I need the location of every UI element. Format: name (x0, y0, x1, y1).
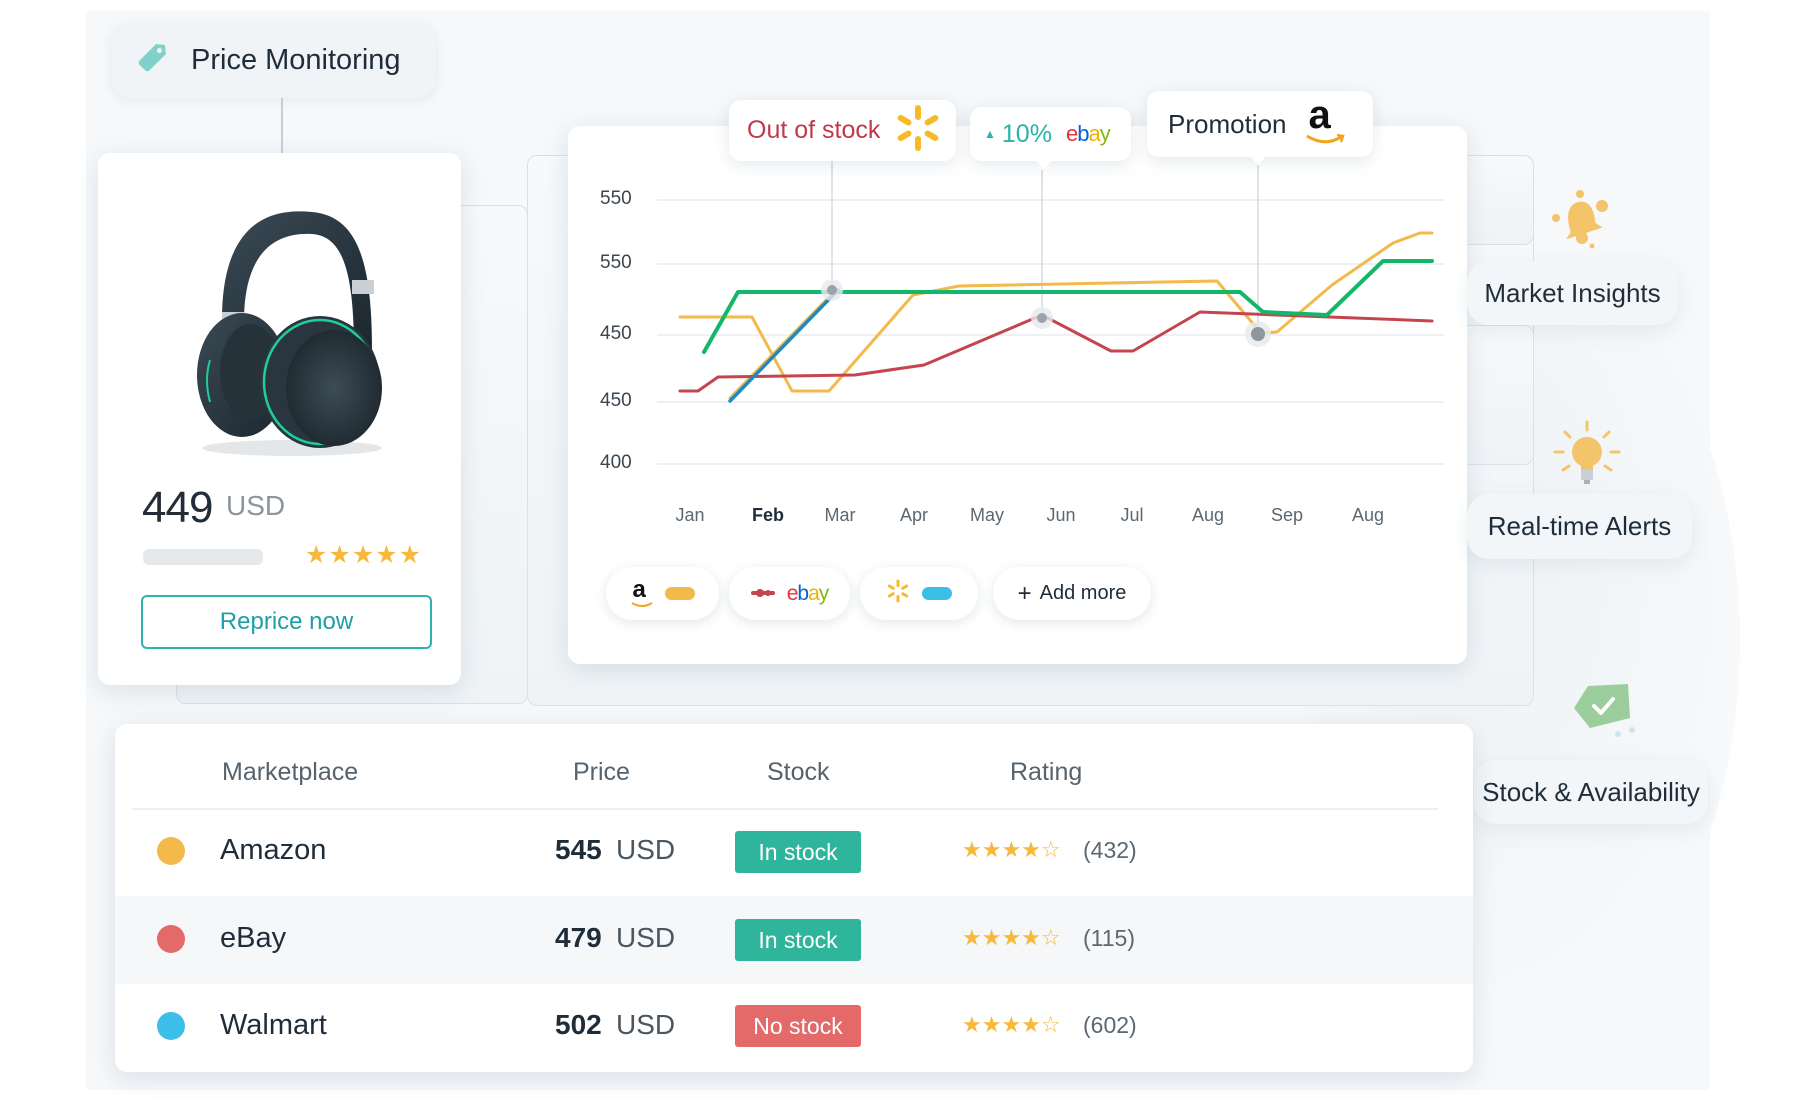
y-tick: 550 (600, 252, 632, 273)
x-tick: Aug (1191, 505, 1225, 525)
price-currency: USD (616, 922, 676, 953)
feature-label: Real-time Alerts (1487, 511, 1672, 541)
feature-label: Stock & Availability (1482, 776, 1700, 807)
price-currency: USD (616, 834, 676, 865)
price-value: 545 (555, 834, 602, 865)
page-title: Price Monitoring (191, 44, 401, 76)
column-header-stock: Stock (767, 758, 830, 786)
x-tick: May (969, 505, 1005, 525)
rating-stars: ★★★★☆ (962, 925, 1061, 950)
callout-pointer (1249, 155, 1267, 165)
amazon-logo-icon: a (1305, 93, 1345, 149)
ebay-color-dot (157, 925, 185, 953)
y-tick: 550 (600, 188, 632, 209)
y-tick: 450 (600, 390, 632, 411)
rating-count: (432) (1083, 837, 1137, 863)
price-tag-icon (133, 37, 173, 85)
headphones-image (182, 200, 402, 465)
callout-ebay-discount: ▲ 10% ebay (970, 107, 1131, 161)
connector-line (281, 98, 283, 153)
x-tick: Jan (675, 505, 705, 525)
rating-stars: ★★★★☆ (962, 1012, 1061, 1037)
y-tick: 400 (600, 452, 632, 473)
x-tick-selected[interactable]: Feb (751, 505, 785, 525)
legend-chip-amazon[interactable]: a (606, 567, 719, 620)
ebay-logo-icon: ebay (1065, 121, 1111, 146)
legend-chip-walmart[interactable] (860, 567, 978, 620)
column-header-marketplace: Marketplace (222, 758, 359, 786)
marketplace-name: Amazon (220, 834, 327, 866)
callout-promotion: Promotion a (1147, 91, 1373, 157)
feature-stock-availability: Stock & Availability (1474, 760, 1708, 824)
rating-count: (602) (1083, 1012, 1137, 1038)
x-tick: Jun (1046, 505, 1076, 525)
marketplace-name: Walmart (220, 1009, 327, 1041)
triangle-up-icon: ▲ (984, 127, 996, 141)
lightbulb-icon (1551, 420, 1623, 497)
legend-chip-ebay[interactable]: ebay (729, 567, 850, 620)
header-divider (132, 808, 1438, 810)
callout-label: Out of stock (747, 116, 881, 144)
amazon-color-dot (157, 837, 185, 865)
status-badge: In stock (735, 831, 861, 873)
rating-stars: ★★★★☆ (962, 837, 1061, 862)
amazon-logo-icon: a (630, 576, 653, 609)
page-title-pill: Price Monitoring (111, 23, 436, 98)
x-tick: Sep (1270, 505, 1304, 525)
product-price: 449 (142, 483, 213, 532)
reprice-now-button[interactable]: Reprice now (141, 595, 432, 649)
bell-icon (1548, 186, 1612, 255)
feature-label: Market Insights (1484, 277, 1661, 308)
callout-pointer (1034, 158, 1054, 170)
legend-swatch (664, 587, 695, 600)
product-rating-stars: ★★★★★ (305, 541, 423, 569)
column-header-rating: Rating (1010, 758, 1083, 786)
product-currency: USD (226, 490, 286, 521)
check-tag-icon (1570, 680, 1640, 745)
callout-out-of-stock: Out of stock (729, 100, 956, 161)
placeholder-bar (143, 549, 263, 565)
marketplace-name: eBay (220, 922, 287, 954)
y-tick: 450 (600, 323, 632, 344)
legend-line-icon (750, 585, 775, 603)
feature-market-insights: Market Insights (1467, 261, 1678, 325)
add-more-label: Add more (1039, 582, 1127, 604)
walmart-color-dot (157, 1012, 185, 1040)
status-badge: In stock (735, 919, 861, 961)
x-tick: Apr (899, 505, 929, 525)
x-tick: Mar (824, 505, 856, 525)
plus-icon: + (1017, 579, 1032, 607)
price-value: 502 (555, 1009, 602, 1040)
add-more-button[interactable]: + Add more (993, 567, 1151, 620)
x-tick: Jul (1120, 505, 1144, 525)
callout-label: Promotion (1168, 108, 1287, 139)
x-tick: Aug (1351, 505, 1385, 525)
price-value: 479 (555, 922, 602, 953)
column-header-price: Price (573, 758, 630, 786)
callout-label: 10% (1001, 119, 1052, 148)
walmart-spark-icon (886, 578, 910, 609)
rating-count: (115) (1083, 925, 1135, 951)
status-badge: No stock (735, 1005, 861, 1047)
ebay-logo-icon: ebay (786, 581, 830, 605)
feature-real-time-alerts: Real-time Alerts (1467, 494, 1692, 559)
walmart-spark-icon (894, 103, 942, 158)
price-currency: USD (616, 1009, 676, 1040)
legend-swatch (922, 587, 952, 600)
